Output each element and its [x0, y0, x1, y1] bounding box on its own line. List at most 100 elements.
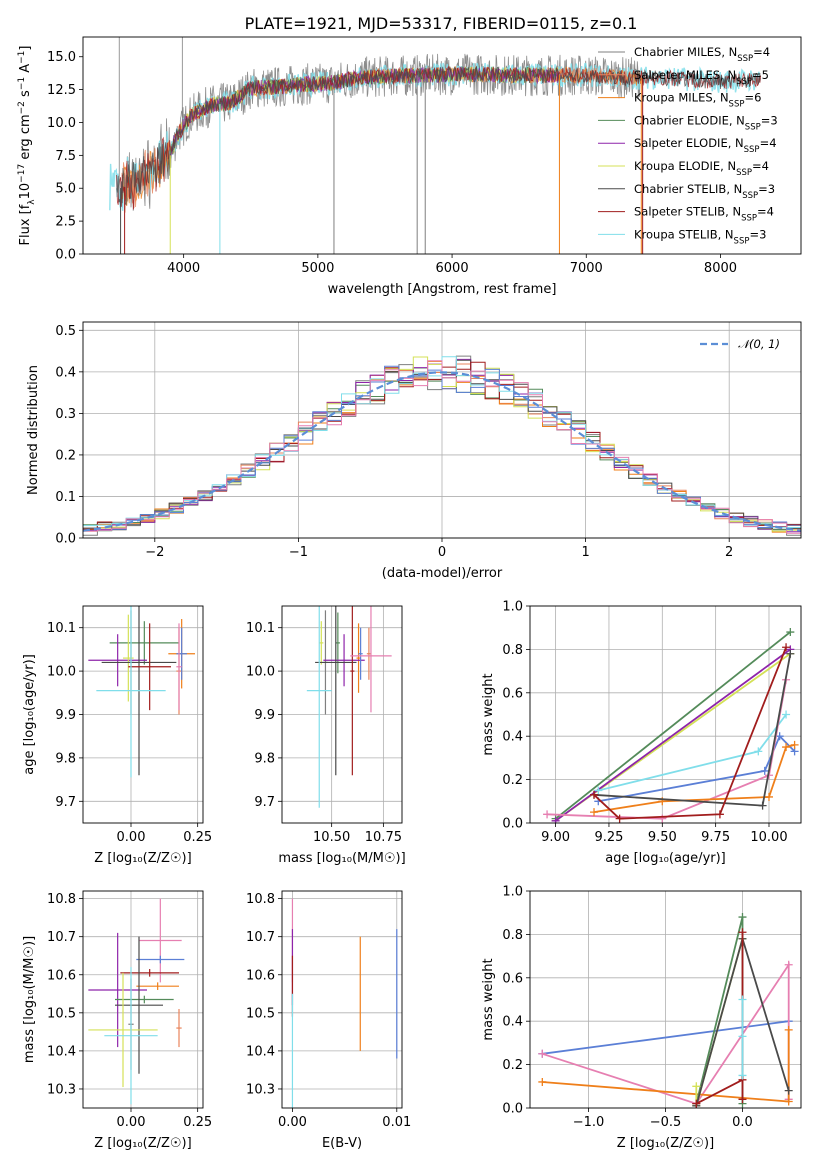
legend-label-end: =5	[752, 68, 769, 82]
legend-label: Kroupa MILES, NSSP=6	[634, 91, 761, 110]
legend-label-main: Salpeter MILES, N	[634, 68, 736, 82]
weight_vs_age-ytick-label: 1.0	[502, 600, 523, 615]
weight_vs_Z-ytick-label: 0.2	[502, 1058, 523, 1073]
weight-marker-chabrier-elodie	[786, 628, 795, 637]
legend-label-end: =4	[760, 136, 777, 150]
weight_vs_age-frame	[529, 605, 802, 824]
mass_vs_Z-frame	[82, 890, 204, 1109]
residuals-legend: 𝒩(0, 1)	[700, 337, 780, 351]
spectrum-ylabel-part: A	[18, 64, 33, 77]
spectrum-ylabel: Flux [fλ10−17 erg cm−2 s−1 A−1]	[17, 46, 37, 246]
spectrum-ylabel-part: ]	[18, 46, 33, 51]
spectrum-ylabel-part: erg cm	[18, 114, 33, 163]
mass_vs_ebv-frame	[281, 890, 403, 1109]
weight-marker-pink	[543, 810, 552, 819]
weight_vs_age-ytick-label: 0.6	[502, 686, 523, 701]
spectrum-ylabel-part: −17	[17, 164, 27, 183]
legend-label-main: Kroupa ELODIE, N	[634, 159, 736, 173]
weight_vs_age-ytick-label: 0.4	[502, 730, 523, 745]
age_vs_Z-xtick-label: 0.25	[183, 830, 212, 845]
legend-label-main: Chabrier STELIB, N	[634, 182, 742, 196]
residuals-xlabel: (data-model)/error	[382, 566, 503, 581]
weight-marker-chabrier-elodie	[738, 913, 747, 922]
spectrum-ytick-label: 2.5	[55, 215, 76, 230]
spectrum-ylabel-part: −1	[17, 51, 27, 64]
spectrum-series-chabrier-stelib	[116, 65, 761, 208]
age_vs_Z-xtick-label: 0.00	[117, 830, 146, 845]
age_vs_Z-ylabel: age [log₁₀(age/yr)]	[22, 654, 37, 775]
weight-line-salpeter-elodie	[555, 648, 791, 822]
legend-label-end: =3	[749, 227, 766, 241]
legend-label-sub: SSP	[729, 100, 745, 110]
legend-label-end: =6	[744, 91, 761, 105]
legend-label-sub: SSP	[736, 168, 752, 178]
spectrum-ylabel-part: −2	[17, 101, 27, 114]
spectrum-ytick-label: 5.0	[55, 182, 76, 197]
residual-hist-blue	[83, 365, 801, 532]
age_vs_Z-ytick-label: 9.8	[55, 751, 76, 766]
weight_vs_Z-ytick-label: 0.6	[502, 971, 523, 986]
spectrum-frame	[82, 36, 802, 255]
mass_vs_Z-ytick-label: 10.8	[47, 892, 76, 907]
weight-marker-kroupa-elodie	[692, 1082, 701, 1091]
weight-marker-salpeter-stelib	[738, 1095, 747, 1104]
weight_vs_age-xtick-label: 9.50	[648, 830, 677, 845]
mass_vs_ebv-ytick-label: 10.3	[246, 1082, 275, 1097]
weight-marker-kroupa-miles	[784, 1097, 793, 1106]
mass_vs_Z-ylabel: mass [log₁₀(M/M☉)]	[22, 936, 37, 1063]
mass_vs_ebv-ytick-label: 10.5	[246, 1006, 275, 1021]
residuals-ylabel: Normed distribution	[26, 365, 41, 495]
age_vs_mass-errorbars	[306, 606, 392, 808]
mass_vs_ebv-ytick-label: 10.7	[246, 930, 275, 945]
spectrum-ylabel-part: −1	[17, 77, 27, 90]
spectrum-xtick-label: 7000	[570, 261, 603, 276]
spectrum-xtick-label: 4000	[167, 261, 200, 276]
mass_vs_Z-xtick-label: 0.25	[183, 1115, 212, 1130]
age_vs_Z-ytick-label: 10.0	[47, 665, 76, 680]
age_vs_mass-axes: 10.50 10.75 9.7 9.8 9.9 10.0 10.1 mass [log₁₀(M…	[246, 606, 406, 866]
weight_vs_Z-xtick-label: −0.5	[650, 1115, 682, 1130]
age_vs_mass-xtick-label: 10.50	[313, 830, 350, 845]
residuals-ytick-label: 0.4	[55, 365, 76, 380]
age_vs_mass-frame	[281, 605, 403, 824]
weight-line-chabrier-elodie	[555, 631, 791, 820]
age_vs_mass-ytick-label: 9.7	[254, 795, 275, 810]
mass_vs_Z-axes: 0.00 0.25 10.3 10.4 10.5 10.6 10.7 10.8 Z [log₁₀…	[22, 891, 212, 1151]
legend-label-main: Kroupa STELIB, N	[634, 227, 734, 241]
weight-marker-kroupa-stelib	[738, 1032, 747, 1041]
legend-label: Kroupa ELODIE, NSSP=4	[634, 159, 769, 178]
weight-marker-pink	[538, 1049, 547, 1058]
legend-label-end: =4	[752, 159, 769, 173]
mass_vs_Z-ytick-label: 10.7	[47, 930, 76, 945]
spectrum-xlabel: wavelength [Angstrom, rest frame]	[328, 282, 557, 297]
weight-marker-kroupa-stelib	[754, 747, 763, 756]
weight_vs_age-ytick-label: 0.0	[502, 817, 523, 832]
weight_vs_age-xtick-label: 9.75	[701, 830, 730, 845]
weight_vs_Z-ytick-label: 1.0	[502, 885, 523, 900]
weight-marker-salpeter-stelib	[782, 643, 791, 652]
mass_vs_ebv-xtick-label: 0.01	[382, 1115, 411, 1130]
weight_vs_Z-ytick-label: 0.8	[502, 928, 523, 943]
spectrum-xtick-label: 5000	[301, 261, 334, 276]
spectrum-xtick-label: 6000	[436, 261, 469, 276]
legend-label-sub: SSP	[744, 145, 760, 155]
legend-label-sub: SSP	[736, 77, 752, 87]
spectrum-ylabel-part: 10	[18, 183, 33, 200]
weight_vs_age-axes: 9.00 9.25 9.50 9.75 10.00 0.0 0.2 0.4 0.6 0.8 1.0 a…	[481, 600, 801, 866]
weight-marker-kroupa-miles	[790, 740, 799, 749]
legend-label-main: Salpeter STELIB, N	[634, 205, 741, 219]
age_vs_Z-errorbars	[88, 606, 195, 778]
weight_vs_Z-lines	[538, 913, 793, 1108]
weight_vs_age-xtick-label: 9.00	[541, 830, 570, 845]
legend-label: Chabrier ELODIE, NSSP=3	[634, 113, 778, 132]
legend-label: Chabrier MILES, NSSP=4	[634, 45, 770, 64]
panels: 4000 5000 6000 7000 80000.02.55.07.510.012.5…	[17, 36, 802, 1151]
mass_vs_Z-ytick-label: 10.4	[47, 1044, 76, 1059]
age_vs_mass-ytick-label: 10.1	[246, 621, 275, 636]
weight-marker-kroupa-stelib	[594, 786, 603, 795]
residuals-xtick-label: 0	[438, 545, 446, 560]
weight-marker-kroupa-miles	[764, 792, 773, 801]
legend-label-end: =4	[757, 205, 774, 219]
residuals-ytick-label: 0.1	[55, 490, 76, 505]
